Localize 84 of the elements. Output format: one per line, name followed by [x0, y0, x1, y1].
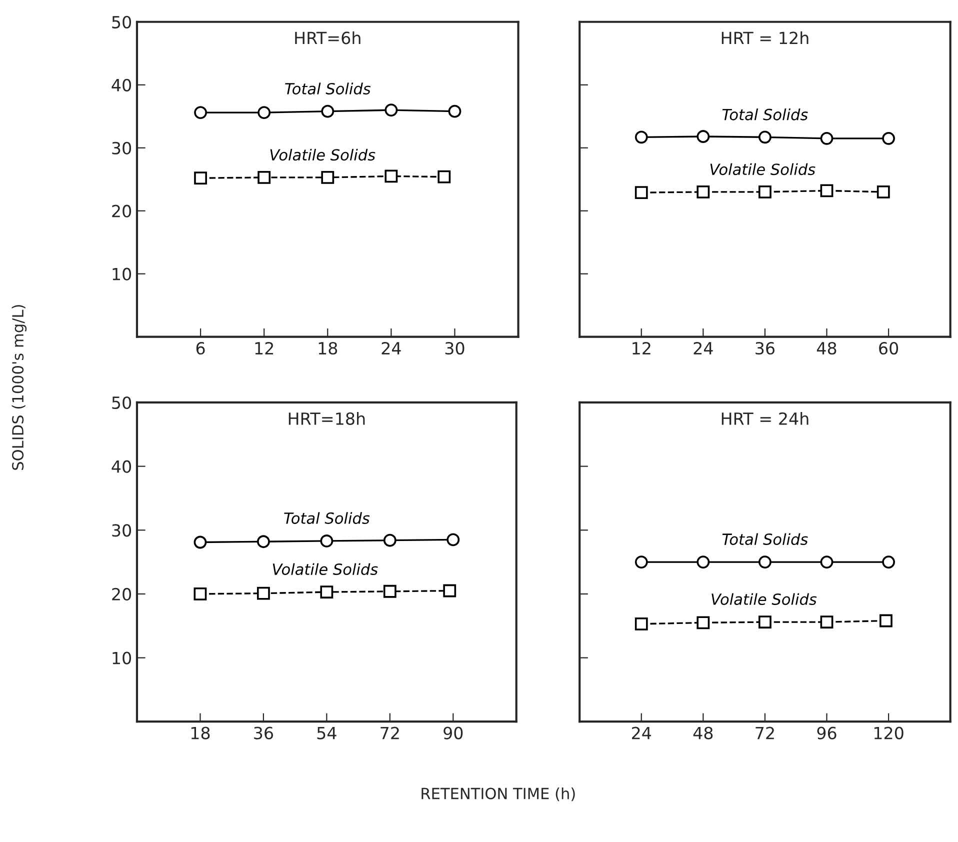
point [384, 170, 398, 183]
y-tick-label: 40 [112, 78, 132, 92]
y-tick-label: 30 [112, 142, 132, 154]
point [634, 556, 648, 568]
point [321, 170, 334, 184]
chart-title: HRT = 24h [722, 412, 808, 425]
series-label: Total Solids [722, 533, 808, 546]
point [880, 614, 892, 628]
series-label: Volatile Solids [270, 148, 376, 161]
x-tick-label: 24 [632, 726, 652, 740]
point [256, 535, 270, 548]
y-tick-label: 10 [112, 268, 132, 280]
series-label: Volatile Solids [712, 593, 817, 606]
y-tick-label: 10 [112, 652, 132, 664]
chart-title: HRT = 12h [722, 31, 808, 44]
x-tick-label: 30 [445, 342, 464, 355]
point [448, 104, 462, 118]
x-tick-label: 24 [382, 342, 401, 354]
chart-title: HRT=18h [288, 412, 365, 425]
point [696, 130, 710, 143]
point [758, 616, 772, 628]
point [882, 556, 896, 568]
point [438, 170, 451, 184]
x-tick-label: 12 [255, 342, 274, 354]
point [194, 587, 207, 600]
point [194, 172, 207, 185]
point [876, 185, 890, 198]
point [443, 584, 456, 598]
x-tick-label: 18 [191, 726, 210, 740]
x-tick-label: 48 [816, 342, 836, 355]
point [194, 106, 207, 120]
x-tick-label: 24 [694, 342, 713, 354]
y-tick-label: 50 [112, 396, 132, 410]
series-label: Total Solids [722, 108, 808, 120]
x-tick-label: 6 [196, 342, 205, 355]
x-tick-label: 90 [444, 726, 463, 740]
y-axis-title: SOLIDS (1000's mg/L) [12, 305, 27, 470]
point [696, 556, 710, 568]
point [758, 556, 772, 568]
x-tick-label: 54 [317, 726, 336, 740]
x-axis-title: RETENTION TIME (h) [422, 787, 575, 802]
series-label: Volatile Solids [272, 563, 378, 576]
point [696, 616, 710, 630]
x-tick-label: 18 [318, 342, 338, 355]
point [194, 536, 207, 549]
point [634, 130, 648, 144]
x-tick-label: 96 [817, 726, 836, 740]
point [696, 185, 710, 198]
point [258, 106, 271, 120]
series-label: Total Solids [285, 82, 371, 95]
point [820, 184, 834, 198]
y-tick-label: 20 [112, 588, 132, 601]
y-tick-label: 20 [112, 204, 132, 218]
series-label: Volatile Solids [710, 163, 816, 176]
x-tick-label: 12 [632, 342, 650, 354]
point [256, 586, 270, 600]
series-label: Total Solids [284, 512, 370, 524]
x-tick-label: 36 [756, 342, 775, 355]
x-tick-label: 48 [693, 726, 713, 740]
point [634, 186, 648, 200]
x-tick-label: 60 [879, 342, 898, 355]
point [258, 170, 271, 184]
point [446, 533, 460, 546]
chart-title: HRT=6h [295, 31, 360, 44]
point [320, 534, 334, 548]
x-tick-label: 72 [756, 726, 774, 740]
point [320, 586, 334, 598]
point [820, 556, 834, 568]
x-tick-label: 36 [254, 726, 274, 740]
y-tick-label: 50 [112, 16, 132, 28]
point [882, 132, 896, 145]
point [758, 185, 772, 198]
y-tick-label: 30 [112, 524, 132, 537]
point [758, 130, 772, 144]
point [384, 104, 398, 117]
point [820, 616, 834, 628]
x-tick-label: 120 [874, 726, 904, 740]
point [820, 132, 834, 145]
y-tick-label: 40 [112, 460, 132, 473]
x-tick-label: 72 [380, 726, 399, 740]
point [321, 104, 334, 118]
point [383, 534, 396, 547]
point [383, 584, 396, 598]
point [634, 617, 648, 630]
